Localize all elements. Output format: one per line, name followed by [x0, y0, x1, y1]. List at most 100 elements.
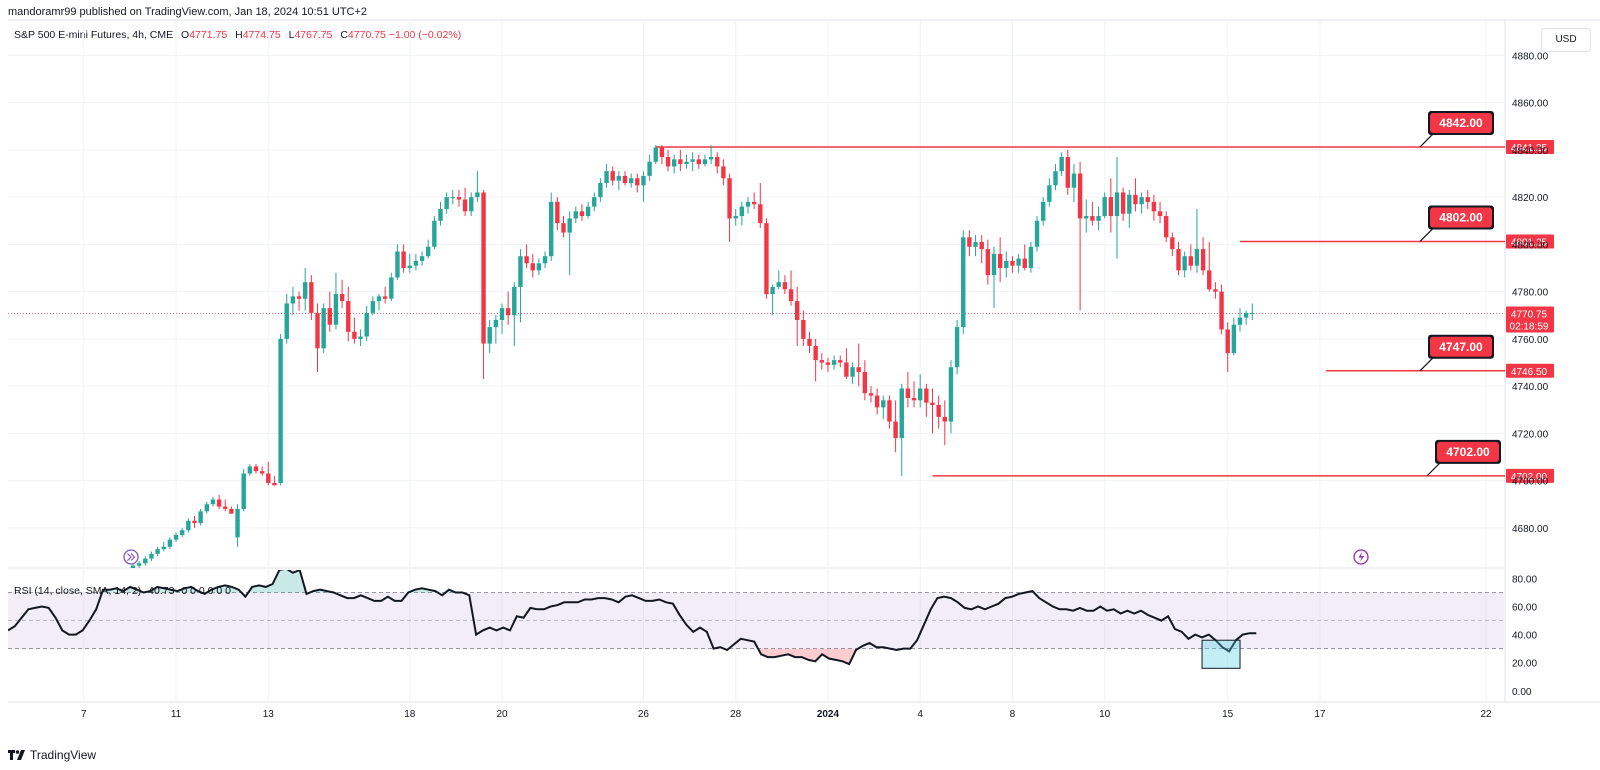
candle-body [1243, 312, 1249, 318]
candle-body [813, 345, 818, 361]
rsi-title[interactable]: RSI (14, close, SMA, 14, 2) [14, 585, 142, 597]
rsi-line [8, 570, 1257, 666]
candle-body [1133, 194, 1138, 205]
currency-button[interactable]: USD [1541, 28, 1591, 52]
candle-body [346, 301, 351, 332]
candle-body [715, 157, 720, 167]
candle-body [432, 220, 437, 247]
candle-body [180, 530, 185, 535]
time-tick-label: 13 [263, 709, 275, 720]
symbol-title[interactable]: S&P 500 E-mini Futures, 4h, CME [14, 29, 174, 41]
chart-icons [123, 549, 1369, 565]
candle-body [1145, 197, 1150, 202]
rsi-highlight-box [1201, 639, 1241, 669]
candle-body [542, 256, 548, 264]
candle-body [782, 282, 788, 290]
candle-body [493, 319, 499, 328]
candle-body [801, 319, 806, 339]
candle-body [382, 296, 388, 299]
candle-body [862, 371, 868, 394]
candle-body [745, 201, 751, 207]
candle-body [364, 312, 369, 337]
candle-body [1237, 317, 1243, 325]
candle-body [653, 147, 658, 162]
candle-body [684, 161, 689, 165]
candle-body [216, 499, 222, 507]
candle-body [604, 171, 609, 183]
candle-body [758, 204, 763, 224]
price-tick-label: 4820.00 [1512, 193, 1549, 204]
candle-body [1188, 256, 1193, 266]
candle-body [241, 473, 246, 509]
candle-body [850, 367, 855, 377]
candle-body [143, 558, 148, 564]
footer[interactable]: TradingView [8, 748, 96, 762]
high-label: H [235, 29, 243, 41]
candle-body [1047, 185, 1052, 202]
candle-body [1114, 192, 1120, 217]
candle-body [1004, 260, 1009, 269]
level-axis-badge [1506, 234, 1554, 249]
callout-label: 4702.00 [1446, 445, 1490, 459]
candle-body [1108, 197, 1114, 217]
candle-body [628, 178, 634, 183]
candle-body [555, 201, 560, 224]
level-axis-badge [1506, 363, 1554, 378]
open-value: 4771.75 [189, 29, 228, 41]
publisher-line: mandoramr99 published on TradingView.com… [8, 6, 368, 18]
candle-body [721, 166, 726, 179]
lightning-icon [1353, 549, 1369, 565]
candle-body [389, 277, 394, 299]
candle-body [475, 192, 480, 198]
candles [130, 145, 1255, 568]
candle-body [659, 147, 665, 157]
candle-body [524, 256, 529, 264]
candle-body [259, 471, 265, 474]
rsi-tick-label: 60.00 [1512, 603, 1537, 614]
candle-body [204, 504, 209, 512]
tradingview-logo-icon [8, 750, 25, 760]
candle-body [616, 175, 622, 181]
candle-body [997, 253, 1003, 269]
grid-lines [8, 19, 1600, 703]
candle-body [395, 251, 400, 278]
candle-body [505, 308, 511, 316]
level-axis-label: 4841.25 [1511, 143, 1548, 154]
candle-body [727, 178, 732, 219]
price-levels: 4841.25 4842.00 4801.25 4802.00 4746.50 4747.… [8, 110, 1554, 483]
candle-body [1170, 237, 1175, 250]
candle-body [315, 312, 320, 349]
candle-body [899, 388, 904, 439]
candle-body [530, 263, 535, 271]
low-label: L [288, 29, 295, 41]
candle-body [1250, 312, 1255, 314]
rsi-tick-label: 0.00 [1512, 687, 1532, 698]
candle-body [1041, 201, 1046, 221]
candle-body [844, 362, 849, 377]
candle-body [192, 520, 197, 524]
candle-body [333, 294, 339, 325]
candle-body [622, 175, 628, 183]
symbol-legend: S&P 500 E-mini Futures, 4h, CME O4771.75… [14, 29, 461, 41]
callout-box [1437, 441, 1499, 462]
candle-body [770, 286, 775, 294]
change-value: −1.00 (−0.02%) [388, 29, 462, 41]
candle-body [1071, 173, 1077, 188]
time-tick-label: 10 [1099, 709, 1111, 720]
candle-body [413, 260, 419, 266]
close-value: 4770.75 [347, 29, 386, 41]
candle-body [702, 159, 708, 165]
candle-body [1065, 157, 1070, 188]
candle-body [1139, 197, 1144, 205]
candle-body [155, 549, 160, 554]
candle-body [438, 208, 443, 221]
candle-body [690, 159, 695, 162]
candle-body [401, 251, 406, 269]
candle-body [610, 171, 615, 181]
candle-body [278, 338, 283, 483]
candle-body [1151, 201, 1157, 212]
candle-body [1022, 258, 1027, 269]
candle-body [253, 466, 259, 472]
chart-canvas[interactable]: 4841.25 4842.00 4801.25 4802.00 4746.50 4747.… [0, 0, 1600, 745]
low-value: 4767.75 [294, 29, 333, 41]
